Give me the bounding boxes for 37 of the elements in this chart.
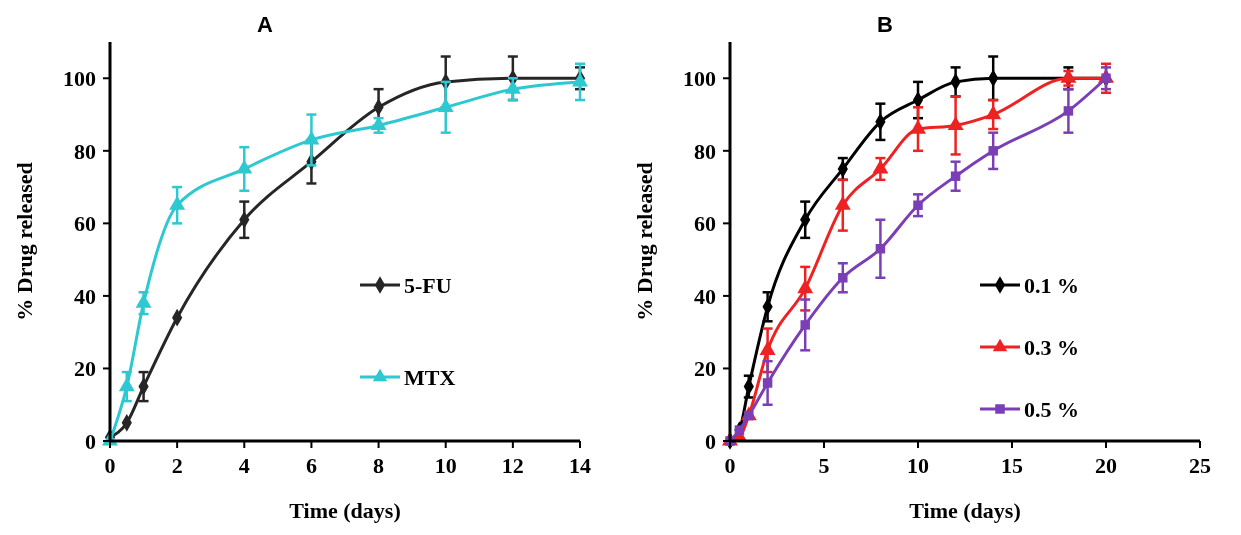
legend-label: 5-FU [404, 272, 452, 298]
x-tick-label: 2 [171, 453, 183, 478]
y-tick-label: 20 [694, 356, 716, 382]
x-tick-label: 0 [104, 453, 116, 478]
legend-label: 0.1 % [1024, 272, 1079, 298]
y-tick-label: 80 [694, 138, 716, 164]
x-tick-label: 10 [907, 453, 929, 478]
legend-label: MTX [404, 364, 456, 390]
y-tick-label: 0 [705, 428, 716, 454]
x-tick-label: 25 [1189, 453, 1211, 478]
x-tick-label: 0 [724, 453, 736, 478]
y-tick-label: 60 [694, 211, 716, 237]
y-tick-label: 100 [63, 65, 96, 91]
x-tick-label: 4 [238, 453, 250, 478]
y-tick-label: 40 [74, 283, 96, 309]
y-tick-label: 80 [74, 138, 96, 164]
x-tick-label: 12 [501, 453, 524, 478]
x-tick-label: 15 [1001, 453, 1023, 478]
y-tick-label: 100 [683, 65, 716, 91]
x-axis-title: Time (days) [289, 498, 401, 523]
y-axis-title: % Drug released [632, 162, 657, 321]
y-tick-label: 40 [694, 283, 716, 309]
chart-title: A [257, 12, 274, 37]
x-axis-title: Time (days) [909, 498, 1021, 523]
y-tick-label: 20 [74, 356, 96, 382]
x-tick-label: 6 [305, 453, 317, 478]
x-tick-label: 8 [373, 453, 385, 478]
chart-title: B [877, 12, 893, 37]
x-tick-label: 20 [1095, 453, 1117, 478]
x-tick-label: 5 [818, 453, 830, 478]
x-tick-label: 14 [569, 453, 591, 478]
legend-label: 0.5 % [1024, 396, 1079, 422]
legend-label: 0.3 % [1024, 334, 1079, 360]
y-tick-label: 60 [74, 211, 96, 237]
y-tick-label: 0 [85, 428, 96, 454]
y-axis-title: % Drug released [12, 162, 37, 321]
x-tick-label: 10 [434, 453, 457, 478]
